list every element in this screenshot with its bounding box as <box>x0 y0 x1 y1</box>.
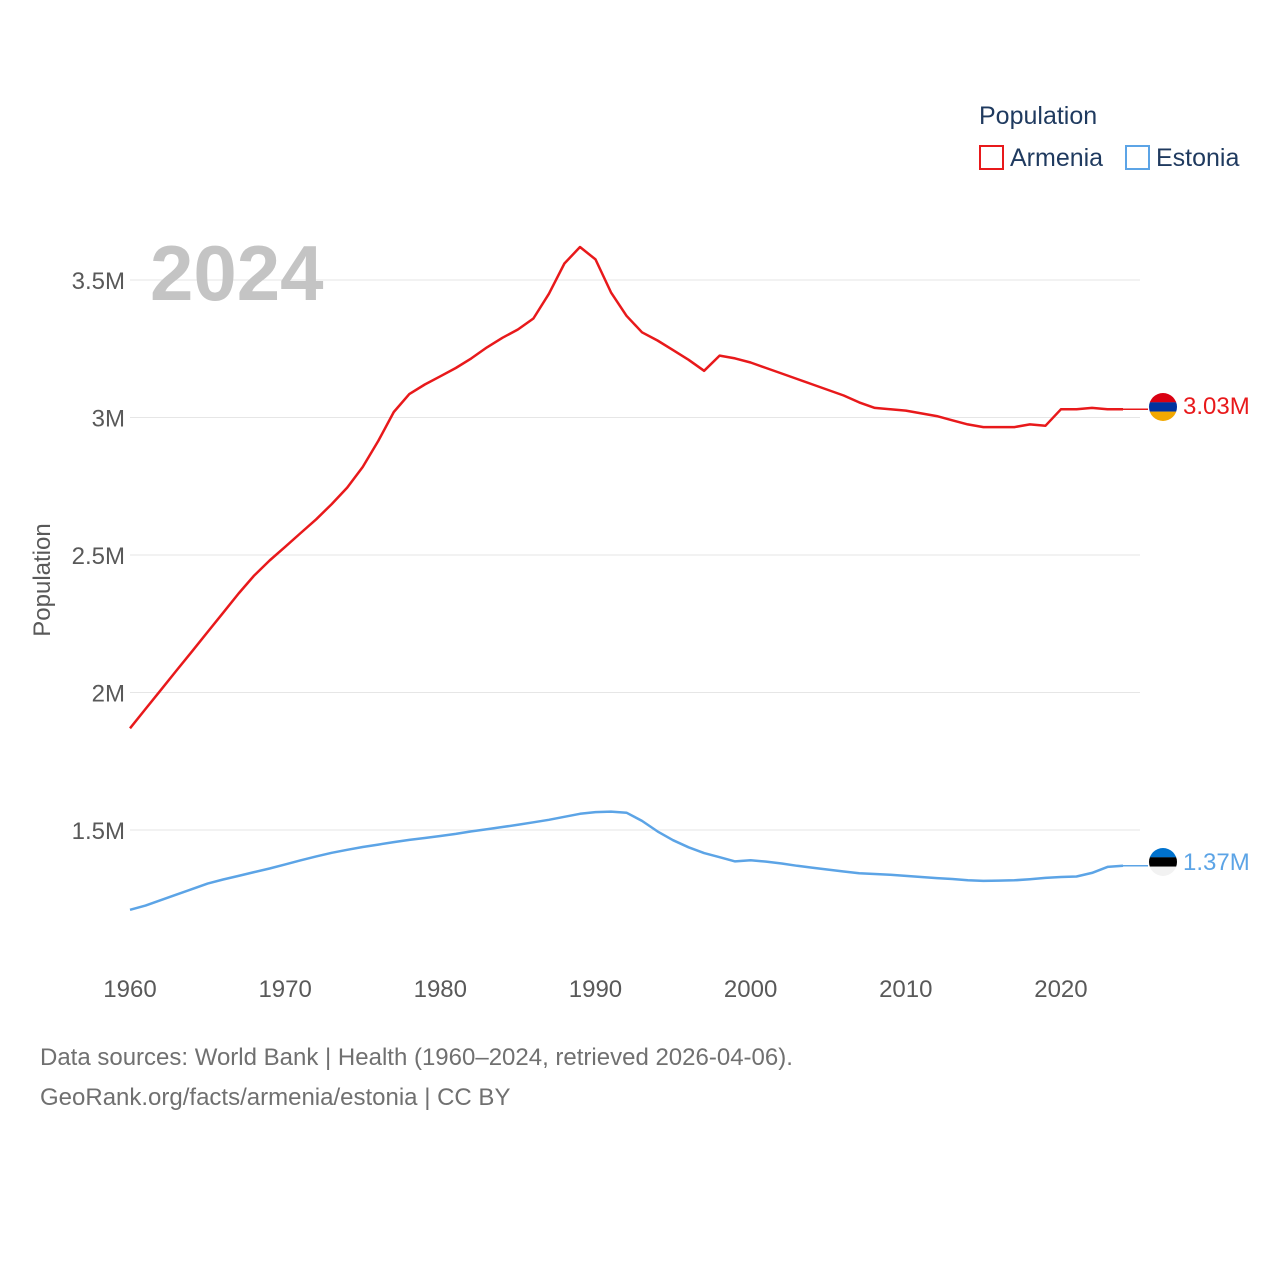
armenia-flag-icon <box>1149 393 1177 421</box>
legend-title: Population <box>979 102 1097 130</box>
end-label-estonia: 1.37M <box>1183 849 1250 876</box>
series-line-armenia[interactable] <box>129 245 1123 730</box>
estonia-flag-icon <box>1149 848 1177 876</box>
series-line-estonia[interactable] <box>129 810 1124 912</box>
legend-swatch-estonia <box>1125 145 1150 170</box>
x-tick-label: 2020 <box>1034 976 1087 1003</box>
y-tick-label: 3.5M <box>72 268 125 295</box>
legend-item-estonia[interactable]: Estonia <box>1125 144 1239 172</box>
footer-sources: Data sources: World Bank | Health (1960–… <box>40 1044 793 1071</box>
x-tick-label: 1970 <box>258 976 311 1003</box>
x-axis-ticks: 1960 1970 1980 1990 2000 2010 2020 <box>103 976 1087 1003</box>
series-lines <box>129 245 1124 912</box>
y-axis-ticks: 1.5M 2M 2.5M 3M 3.5M <box>72 268 125 845</box>
legend-item-armenia[interactable]: Armenia <box>979 144 1103 172</box>
y-tick-label: 2M <box>92 681 125 708</box>
y-tick-label: 3M <box>92 406 125 433</box>
end-label-armenia: 3.03M <box>1183 393 1250 420</box>
y-tick-label: 1.5M <box>72 818 125 845</box>
year-label: 2024 <box>150 229 324 317</box>
legend-label-estonia: Estonia <box>1156 144 1239 172</box>
legend-label-armenia: Armenia <box>1010 144 1103 172</box>
end-markers <box>1123 408 1148 867</box>
gridlines <box>130 279 1140 831</box>
x-tick-label: 2010 <box>879 976 932 1003</box>
y-axis-label: Population <box>29 523 56 636</box>
x-tick-label: 1960 <box>103 976 156 1003</box>
x-tick-label: 1980 <box>414 976 467 1003</box>
footer-attribution[interactable]: GeoRank.org/facts/armenia/estonia | CC B… <box>40 1084 511 1111</box>
legend-swatch-armenia <box>979 145 1004 170</box>
y-tick-label: 2.5M <box>72 543 125 570</box>
x-tick-label: 1990 <box>569 976 622 1003</box>
x-tick-label: 2000 <box>724 976 777 1003</box>
legend: Population Armenia Estonia <box>979 102 1239 172</box>
